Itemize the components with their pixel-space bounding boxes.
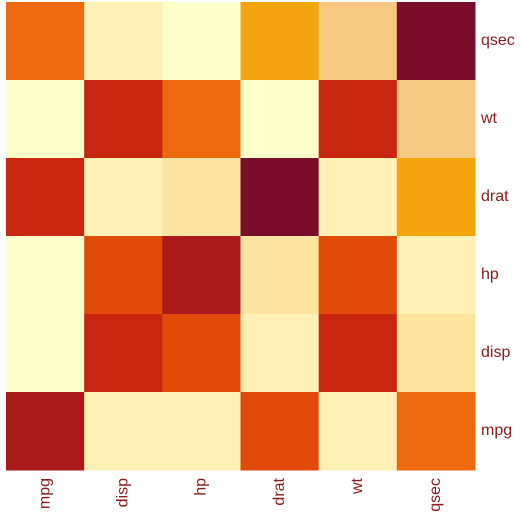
heatmap-cell-hp-qsec	[396, 236, 476, 315]
column-label-wt: wt	[349, 477, 366, 495]
row-label-mpg: mpg	[481, 422, 512, 439]
heatmap-cell-hp-mpg	[6, 236, 85, 315]
heatmap-cell-wt-wt	[318, 80, 398, 159]
heatmap-cell-wt-disp	[84, 80, 163, 159]
heatmap-cell-mpg-drat	[240, 392, 320, 471]
heatmap-cell-disp-mpg	[6, 314, 85, 393]
heatmap-cell-mpg-qsec	[396, 392, 476, 471]
heatmap-cell-wt-hp	[162, 80, 241, 159]
column-label-qsec: qsec	[427, 478, 444, 512]
heatmap-cell-mpg-hp	[162, 392, 241, 471]
row-label-hp: hp	[481, 266, 499, 283]
column-label-drat: drat	[271, 477, 288, 505]
heatmap-cell-hp-drat	[240, 236, 320, 315]
heatmap-cells	[6, 2, 476, 471]
heatmap-cell-mpg-wt	[318, 392, 398, 471]
heatmap-cell-qsec-qsec	[396, 2, 476, 81]
row-label-qsec: qsec	[481, 32, 515, 49]
heatmap-cell-disp-disp	[84, 314, 163, 393]
heatmap-cell-mpg-mpg	[6, 392, 85, 471]
heatmap-cell-disp-qsec	[396, 314, 476, 393]
heatmap-cell-drat-mpg	[6, 158, 85, 237]
heatmap-cell-hp-wt	[318, 236, 398, 315]
heatmap-cell-qsec-wt	[318, 2, 398, 81]
row-label-drat: drat	[481, 188, 509, 205]
heatmap-cell-mpg-disp	[84, 392, 163, 471]
heatmap-cell-qsec-mpg	[6, 2, 85, 81]
heatmap-cell-drat-wt	[318, 158, 398, 237]
heatmap-cell-disp-wt	[318, 314, 398, 393]
heatmap-cell-wt-drat	[240, 80, 320, 159]
row-label-disp: disp	[481, 344, 510, 361]
column-label-mpg: mpg	[36, 478, 53, 509]
heatmap-cell-hp-disp	[84, 236, 163, 315]
heatmap-cell-wt-mpg	[6, 80, 85, 159]
column-label-hp: hp	[193, 478, 210, 496]
heatmap-cell-wt-qsec	[396, 80, 476, 159]
heatmap-cell-disp-drat	[240, 314, 320, 393]
row-label-wt: wt	[480, 110, 498, 127]
heatmap-cell-disp-hp	[162, 314, 241, 393]
column-label-disp: disp	[114, 478, 131, 507]
heatmap-cell-qsec-disp	[84, 2, 163, 81]
column-labels: mpg disp hp drat wt qsec	[36, 477, 444, 511]
heatmap-cell-qsec-drat	[240, 2, 320, 81]
row-labels: qsec wt drat hp disp mpg	[480, 32, 515, 439]
heatmap-cell-hp-hp	[162, 236, 241, 315]
heatmap-cell-drat-drat	[240, 158, 320, 237]
heatmap-cell-drat-hp	[162, 158, 241, 237]
heatmap-cell-drat-qsec	[396, 158, 476, 237]
heatmap-cell-drat-disp	[84, 158, 163, 237]
heatmap-cell-qsec-hp	[162, 2, 241, 81]
